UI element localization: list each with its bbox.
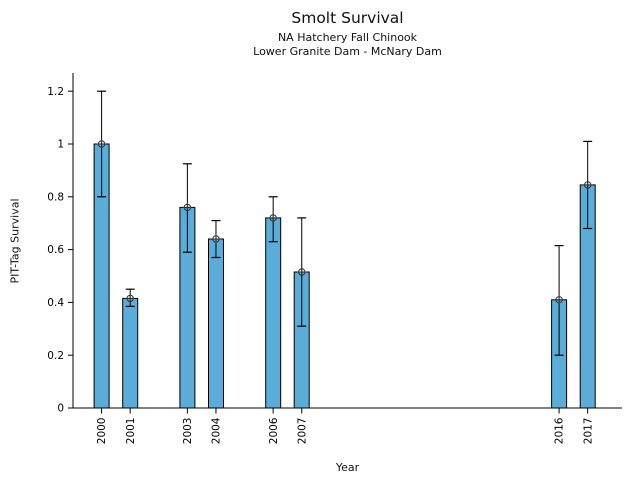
x-tick-label-2001: 2001 (125, 418, 137, 445)
x-tick-label-2016: 2016 (554, 417, 566, 444)
x-axis-label: Year (335, 461, 360, 474)
x-tick-label-2017: 2017 (582, 418, 594, 445)
y-tick-label: 0 (57, 403, 64, 415)
x-tick-label-2000: 2000 (96, 418, 108, 445)
bar-2006 (265, 217, 282, 409)
y-tick-label: 0.4 (47, 297, 64, 309)
bar-2001 (122, 297, 139, 409)
chart-title: Smolt Survival (291, 9, 404, 27)
x-tick-label-2006: 2006 (268, 417, 280, 444)
x-tick-label-2004: 2004 (211, 417, 223, 444)
y-tick-label: 0.8 (47, 191, 64, 203)
x-tick-label-2007: 2007 (296, 418, 308, 445)
y-tick-label: 1.2 (47, 86, 64, 98)
chart-subtitle-1: NA Hatchery Fall Chinook (277, 31, 418, 44)
x-tick-label-2003: 2003 (182, 418, 194, 445)
y-tick-label: 1 (57, 139, 64, 151)
chart-subtitle-2: Lower Granite Dam - McNary Dam (253, 45, 442, 58)
y-tick-label: 0.6 (47, 244, 64, 256)
bar-2004 (208, 238, 224, 409)
y-tick-label: 0.2 (47, 350, 64, 362)
